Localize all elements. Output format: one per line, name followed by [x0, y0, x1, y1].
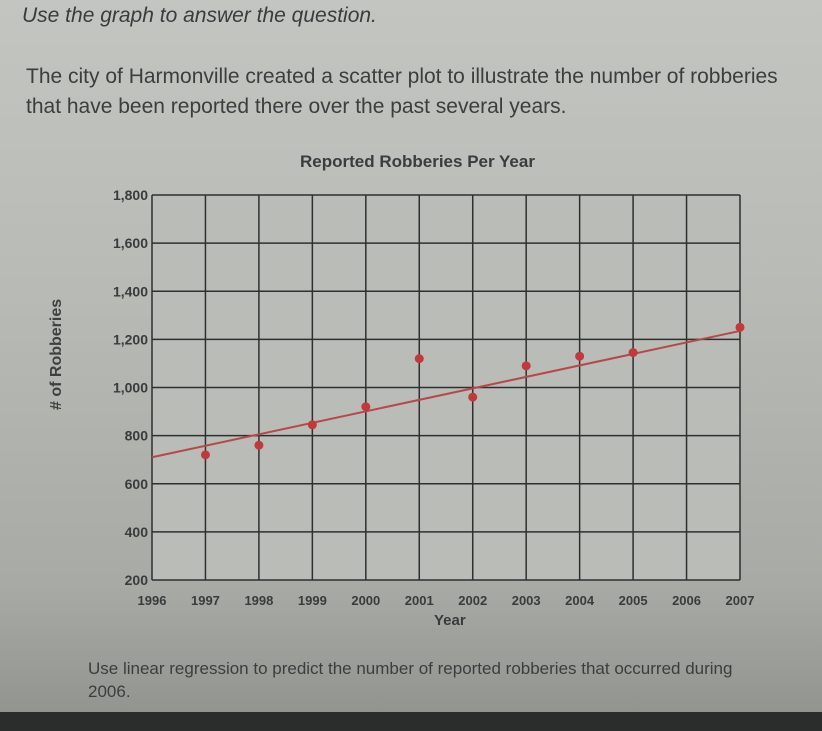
x-tick-label: 2000	[351, 593, 380, 608]
data-point	[254, 440, 264, 450]
y-tick-label: 400	[125, 524, 149, 540]
x-tick-label: 1998	[244, 593, 273, 608]
data-point	[521, 361, 531, 371]
x-tick-label: 1996	[138, 593, 167, 608]
y-tick-label: 1,800	[113, 187, 148, 203]
data-point	[468, 392, 478, 402]
data-point	[361, 402, 371, 412]
scatter-chart: 1996 1997 1998 1999 2000 2001 2002 2003 2004 2005…	[0, 140, 822, 640]
y-axis-label: # of Robberies	[48, 298, 65, 410]
x-tick-label: 2001	[405, 593, 434, 608]
regression-line	[151, 329, 741, 459]
y-tick-label: 1,400	[113, 283, 148, 299]
instruction-text: Use the graph to answer the question.	[22, 4, 377, 27]
question-text: Use linear regression to predict the num…	[88, 659, 733, 701]
data-point	[200, 450, 210, 460]
data-point	[735, 322, 745, 332]
x-axis-label: Year	[434, 612, 466, 629]
x-tick-label: 2002	[458, 593, 487, 608]
data-point	[575, 351, 585, 361]
chart-title: Reported Robberies Per Year	[300, 152, 535, 171]
chart-canvas: 1996 1997 1998 1999 2000 2001 2002 2003 2004 2005…	[113, 187, 755, 608]
y-tick-label: 1,200	[113, 331, 148, 347]
x-tick-label: 1997	[191, 593, 220, 608]
y-tick-label: 800	[125, 428, 149, 444]
y-tick-label: 1,000	[113, 380, 148, 396]
data-point	[414, 354, 424, 364]
x-tick-label: 2003	[512, 593, 541, 608]
y-tick-label: 1,600	[113, 235, 148, 251]
x-tick-label: 2004	[565, 593, 595, 608]
x-tick-label: 2007	[726, 593, 755, 608]
prompt-text: The city of Harmonville created a scatte…	[26, 65, 778, 118]
x-tick-label: 2005	[619, 593, 648, 608]
y-tick-label: 200	[125, 572, 149, 588]
x-tick-label: 1999	[298, 593, 327, 608]
data-point	[628, 348, 638, 358]
x-tick-label: 2006	[672, 593, 701, 608]
data-point	[307, 420, 317, 430]
bottom-bar	[0, 712, 822, 731]
y-tick-label: 600	[125, 476, 149, 492]
